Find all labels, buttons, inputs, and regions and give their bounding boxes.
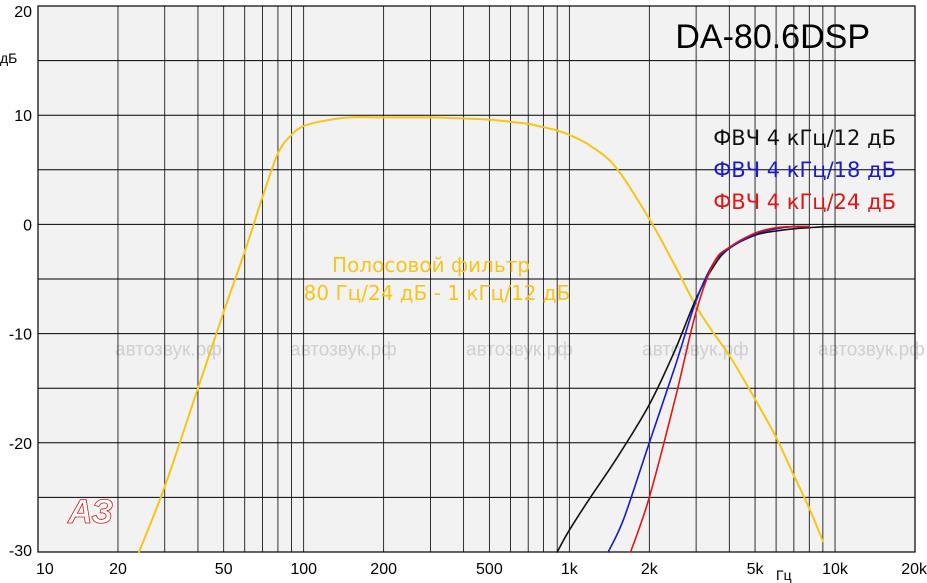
annotation-line-2: 80 Гц/24 дБ - 1 кГц/12 дБ (304, 281, 571, 305)
series-line-1 (556, 225, 916, 553)
x-tick-label-10: 20k (901, 561, 927, 578)
x-tick-label-2: 50 (215, 561, 233, 578)
watermark-text-0: автозвук.рф (115, 339, 222, 360)
watermark-layer: автозвук.рф автозвук.рф автозвук.рф автозву… (115, 339, 925, 360)
y-tick-label-2: 0 (23, 217, 32, 234)
x-axis-label: Гц (776, 567, 792, 583)
y-axis-label: дБ (0, 50, 17, 66)
watermark-text-2: автозвук.рф (466, 339, 573, 360)
series-layer (138, 116, 916, 553)
x-tick-label-1: 20 (109, 561, 127, 578)
x-tick-label-3: 100 (290, 561, 317, 578)
x-tick-label-8: 5k (747, 561, 765, 578)
watermark-text-1: автозвук.рф (290, 339, 397, 360)
x-tick-label-4: 200 (370, 561, 397, 578)
legend-item-hpf-12: ФВЧ 4 кГц/12 дБ (713, 126, 896, 150)
legend-item-hpf-18: ФВЧ 4 кГц/18 дБ (713, 158, 896, 182)
annotation-line-1: Полосовой фильтр (332, 253, 530, 277)
x-tick-label-7: 2k (641, 561, 659, 578)
plot-frame (37, 5, 916, 553)
major-grid (38, 60, 915, 498)
x-tick-label-0: 10 (36, 561, 54, 578)
az-logo-text: АЗ (67, 493, 113, 531)
x-axis-ticks: 10 20 50 100 200 500 1k 2k 5k 10k 20k (36, 561, 927, 578)
x-tick-label-5: 500 (476, 561, 503, 578)
y-tick-label-0: 20 (14, 4, 32, 21)
legend-item-hpf-24: ФВЧ 4 кГц/24 дБ (713, 190, 896, 214)
bandpass-annotation: Полосовой фильтр 80 Гц/24 дБ - 1 кГц/12 … (304, 253, 571, 305)
y-tick-label-4: -20 (9, 436, 32, 453)
legend: ФВЧ 4 кГц/12 дБ ФВЧ 4 кГц/18 дБ ФВЧ 4 кГ… (713, 126, 896, 214)
x-tick-label-6: 1k (561, 561, 579, 578)
series-line-0 (138, 116, 824, 553)
x-tick-label-9: 10k (822, 561, 849, 578)
watermark-text-4: автозвук.рф (818, 339, 925, 360)
az-logo: АЗ (67, 493, 114, 532)
watermark-text-3: автозвук.рф (642, 339, 749, 360)
series-line-3 (629, 225, 811, 553)
y-axis-ticks: 20 10 0 -10 -20 -30 (9, 4, 32, 560)
y-tick-label-5: -30 (9, 543, 32, 560)
y-tick-label-3: -10 (9, 327, 32, 344)
chart-title: DA-80.6DSP (675, 18, 870, 56)
y-tick-label-1: 10 (14, 108, 32, 125)
